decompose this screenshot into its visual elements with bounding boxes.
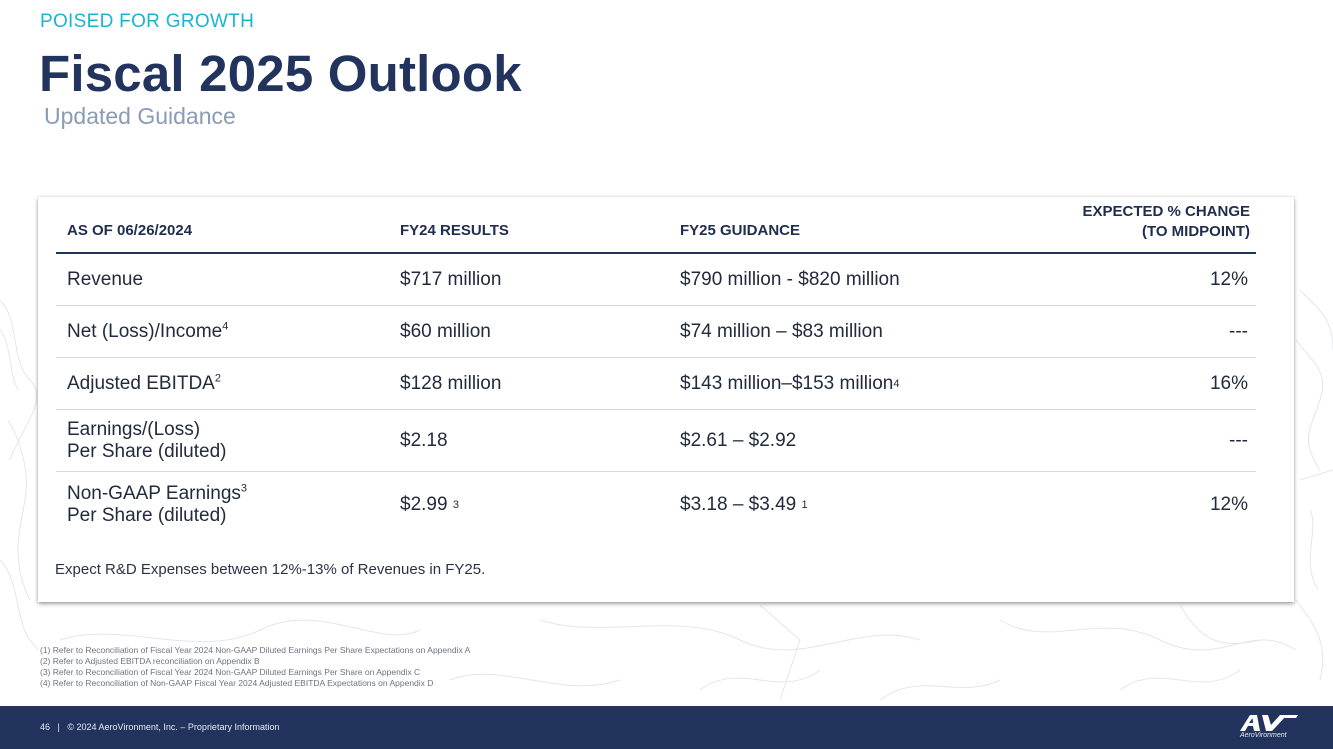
page-subtitle: Updated Guidance	[44, 103, 236, 129]
footnote-marker: 3	[240, 482, 248, 495]
fy25-cell: $143 million–$153 million 4	[680, 372, 900, 394]
column-header-expected-change-line1: EXPECTED % CHANGE	[1082, 203, 1250, 220]
column-header-expected-change-line2: (TO MIDPOINT)	[1141, 223, 1250, 240]
row-label-text: Adjusted EBITDA	[67, 372, 215, 394]
fy25-value: $3.18 – $3.49	[680, 494, 802, 515]
page-number: 46	[40, 722, 51, 732]
section-eyebrow: POISED FOR GROWTH	[40, 11, 255, 32]
fy24-value: $2.18	[400, 429, 448, 451]
av-logo-icon	[1240, 715, 1298, 731]
column-header-expected-change: EXPECTED % CHANGE (TO MIDPOINT)	[1082, 202, 1250, 242]
guidance-table-card: AS OF 06/26/2024 FY24 RESULTS FY25 GUIDA…	[38, 197, 1294, 602]
footnote-3: (3) Refer to Reconciliation of Fiscal Ye…	[40, 667, 421, 677]
fy25-value: $74 million – $83 million	[680, 320, 883, 342]
expected-change-value: 12%	[1209, 494, 1248, 515]
footnote-4: (4) Refer to Reconciliation of Non-GAAP …	[40, 678, 434, 688]
fy25-value: $2.61 – $2.92	[680, 429, 797, 451]
row-label-line2: Per Share (diluted)	[67, 505, 227, 526]
table-row-adjusted-ebitda: Adjusted EBITDA2 $128 million $143 milli…	[56, 358, 1256, 410]
table-row-eps: Earnings/(Loss) Per Share (diluted) $2.1…	[56, 410, 1256, 472]
row-label-text: Revenue	[67, 268, 144, 290]
column-header-fy25-guidance: FY25 GUIDANCE	[680, 222, 801, 239]
footnote-marker: 4	[222, 320, 229, 333]
expected-change-value: 12%	[1209, 268, 1248, 290]
footnote-2: (2) Refer to Adjusted EBITDA reconciliat…	[40, 656, 260, 666]
row-label-line2: Per Share (diluted)	[67, 440, 227, 462]
footnote-marker: 2	[214, 372, 221, 385]
column-header-as-of: AS OF 06/26/2024	[67, 222, 193, 239]
fy25-cell: $3.18 – $3.49 1	[680, 494, 808, 515]
table-row-non-gaap-eps: Non-GAAP Earnings3 Per Share (diluted) $…	[56, 472, 1256, 538]
fy24-value: $60 million	[400, 320, 491, 342]
expected-change-value: ---	[1229, 320, 1248, 342]
column-header-fy24-results: FY24 RESULTS	[400, 222, 509, 239]
footer-separator: |	[57, 722, 60, 732]
footer-text: 46 | © 2024 AeroVironment, Inc. – Propri…	[40, 722, 279, 732]
fy24-value: $717 million	[400, 268, 502, 290]
logo-wordmark: AeroVironment	[1240, 732, 1287, 739]
row-label-text: Earnings/(Loss)	[67, 418, 201, 440]
row-label: Net (Loss)/Income4	[67, 306, 228, 357]
fy25-value: $143 million–$153 million	[680, 372, 894, 394]
footnotes: (1) Refer to Reconciliation of Fiscal Ye…	[40, 645, 470, 689]
table-row-revenue: Revenue $717 million $790 million - $820…	[56, 254, 1256, 306]
row-label-text: Non-GAAP Earnings	[67, 483, 241, 504]
fy24-value: $2.99	[400, 494, 453, 515]
footnote-1: (1) Refer to Reconciliation of Fiscal Ye…	[40, 645, 471, 655]
fy25-value: $790 million - $820 million	[680, 268, 900, 290]
expected-change-value: 16%	[1209, 372, 1248, 394]
row-label: Revenue	[67, 254, 143, 305]
row-label: Earnings/(Loss) Per Share (diluted)	[67, 410, 226, 471]
footer-bar: 46 | © 2024 AeroVironment, Inc. – Propri…	[0, 706, 1333, 749]
expected-change-value: ---	[1229, 429, 1248, 451]
header-divider	[56, 252, 1256, 254]
fy24-value: $128 million	[400, 372, 502, 394]
table-row-net-income: Net (Loss)/Income4 $60 million $74 milli…	[56, 306, 1256, 358]
copyright-text: © 2024 AeroVironment, Inc. – Proprietary…	[67, 722, 280, 732]
rd-expense-note: Expect R&D Expenses between 12%-13% of R…	[55, 561, 486, 578]
fy24-cell: $2.99 3	[400, 494, 459, 515]
row-label-text: Net (Loss)/Income	[67, 320, 223, 342]
row-label: Adjusted EBITDA2	[67, 358, 221, 409]
row-label: Non-GAAP Earnings3 Per Share (diluted)	[67, 472, 247, 538]
page-title: Fiscal 2025 Outlook	[39, 45, 522, 102]
